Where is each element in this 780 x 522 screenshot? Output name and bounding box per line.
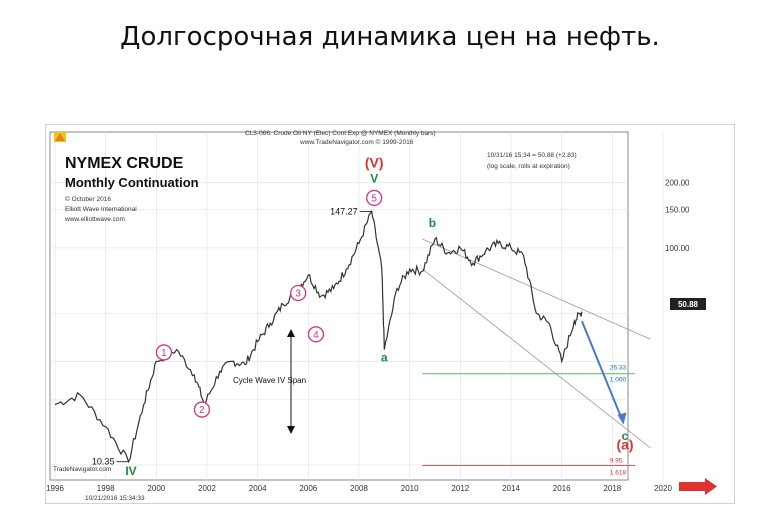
wave-3-circle: [290, 284, 307, 302]
wave-label: 4: [313, 330, 319, 341]
wave-label: b: [429, 216, 436, 230]
wave-label: 2: [199, 405, 205, 416]
projection-arrow-line: [581, 320, 624, 422]
x-tick-label: 1996: [46, 484, 64, 493]
wave-label: IV: [125, 464, 136, 478]
scroll-right-arrow-icon[interactable]: [679, 478, 717, 495]
x-tick-label: 2002: [198, 484, 216, 493]
fib-upper-ratio: 1.000: [610, 377, 627, 384]
price-low-label: 10.35: [92, 457, 115, 467]
x-tick-label: 1998: [97, 484, 115, 493]
wave-label: 5: [371, 193, 377, 204]
x-tick-label: 2008: [350, 484, 368, 493]
chart-title: NYMEX CRUDE: [65, 155, 184, 172]
wave-2-circle: [193, 401, 211, 418]
price-series-line: [54, 209, 583, 464]
wave-label: V: [370, 172, 378, 186]
fib-lower-value: 9.95: [610, 457, 623, 464]
fib-upper-value: 26.33: [610, 365, 627, 372]
logo-icon: [54, 132, 66, 142]
x-tick-label: 2006: [299, 484, 317, 493]
channel-upper-line: [422, 238, 651, 340]
wave-label: c: [622, 429, 629, 443]
credit-3: www.elliottwave.com: [64, 216, 125, 223]
x-tick-label: 2016: [553, 484, 571, 493]
source-label: TradeNavigator.com: [53, 466, 111, 473]
channel-lower-line: [422, 268, 651, 449]
x-tick-label: 2018: [603, 484, 621, 493]
x-tick-label: 2014: [502, 484, 520, 493]
x-tick-label: 2010: [401, 484, 419, 493]
fib-lower-ratio: 1.618: [610, 469, 627, 476]
cycle-span-label: Cycle Wave IV Span: [233, 376, 306, 385]
x-tick-label: 2020: [654, 484, 672, 493]
wave-5-circle: [366, 189, 383, 207]
wave-label: 1: [161, 348, 167, 359]
oil-price-chart: 1 2 3 4 5 V (V) IV a b c(a) 1996 1998 2000 2002 2004 20…: [45, 124, 735, 504]
credit-1: © October 2016: [65, 195, 111, 203]
chart-subtitle: Monthly Continuation: [65, 175, 199, 190]
chart-timestamp: 10/21/2016 15:34:33: [85, 495, 145, 502]
price-tag-value: 50.88: [678, 300, 699, 309]
price-tag: 50.88: [670, 298, 706, 310]
header-line-2: www.TradeNavigator.com © 1999-2016: [299, 138, 414, 146]
projection-arrow-head: [617, 412, 627, 425]
info-line-1: 10/31/16 15:34 = 50.88 (+2.83): [487, 152, 577, 159]
x-tick-label: 2000: [147, 484, 165, 493]
wave-4-circle: [307, 326, 325, 343]
header-line-1: CL3-066: Crude Oil NY (Elec) Cont Exp @ …: [245, 130, 436, 137]
wave-label: (V): [365, 154, 384, 170]
slide-title: Долгосрочная динамика цен на нефть.: [120, 22, 660, 52]
y-tick-label: 150.00: [665, 206, 690, 215]
price-high-label: 147.27: [330, 206, 358, 216]
x-tick-label: 2012: [451, 484, 469, 493]
y-tick-label: 200.00: [665, 179, 690, 188]
wave-label: (a): [616, 436, 633, 452]
info-line-2: (log scale, rolls at expiration): [487, 163, 570, 170]
y-tick-label: 100.00: [665, 244, 690, 253]
wave-1-circle: [155, 344, 173, 361]
credit-2: Elliott Wave International: [65, 206, 137, 213]
x-tick-label: 2004: [249, 484, 267, 493]
cycle-span-arrow: [287, 329, 295, 434]
wave-label: a: [381, 350, 388, 364]
wave-label: 3: [295, 288, 301, 299]
